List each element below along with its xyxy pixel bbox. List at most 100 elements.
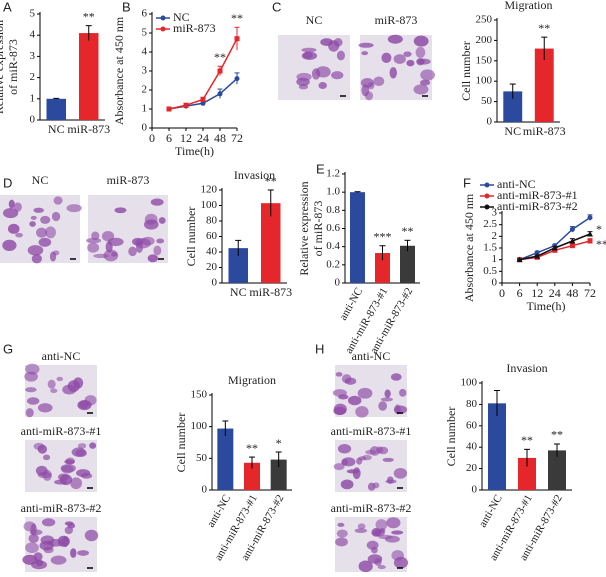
panel-letter: D [3, 175, 12, 190]
cell [303, 51, 313, 59]
cell [33, 207, 44, 213]
x-tick-label: 72 [231, 131, 243, 145]
y-tick-label: 2 [30, 71, 36, 83]
cell [54, 479, 67, 485]
cell [419, 79, 431, 86]
y-tick-label: 40 [206, 246, 218, 258]
y-tick-label: 0.2 [326, 258, 340, 270]
chart-title: Invasion [506, 361, 547, 375]
cell [91, 231, 100, 241]
panel-letter: G [3, 341, 13, 356]
cell [365, 449, 377, 455]
y-axis-label: Cell number [184, 207, 198, 267]
cell [77, 443, 87, 449]
x-tick-label: NC [48, 122, 65, 136]
x-tick-label: 48 [566, 286, 578, 300]
x-tick-label: 72 [584, 286, 596, 300]
image-label: NC [306, 13, 323, 27]
cell [358, 456, 367, 461]
image-label: NC [32, 173, 49, 187]
cell [31, 253, 42, 264]
image-label: anti-miR-873-#2 [21, 501, 102, 515]
y-tick-label: 0 [472, 484, 478, 496]
point [569, 226, 575, 232]
cell [150, 198, 164, 206]
cell [391, 550, 404, 561]
y-tick-label: 0.8 [326, 204, 340, 216]
cell [156, 238, 165, 244]
bar [350, 192, 365, 283]
cell [382, 457, 394, 462]
cell [70, 548, 77, 558]
cell [50, 388, 58, 394]
cell [135, 241, 144, 253]
chart-title: Migration [228, 373, 276, 387]
y-tick-label: 1 [30, 92, 36, 104]
x-tick-label: NC [504, 124, 521, 138]
cell [158, 217, 166, 224]
x-tick-label: miR-873 [249, 285, 292, 299]
point [569, 238, 576, 244]
y-tick-label: 200 [476, 34, 493, 46]
cell [387, 34, 403, 44]
panel-letter: H [315, 341, 324, 356]
y-tick-label: 100 [476, 75, 493, 87]
y-axis-label: Cell number [459, 41, 473, 101]
cell [153, 245, 162, 256]
cell [367, 482, 376, 491]
cell [103, 249, 119, 262]
y-axis-label: Relative expression [0, 20, 6, 114]
x-tick-label: miR-873 [67, 122, 110, 136]
legend-marker [484, 193, 490, 199]
annotation: ** [231, 11, 243, 25]
y-tick-label: 0 [212, 277, 218, 289]
annotation: ** [214, 50, 226, 64]
bar [217, 428, 234, 490]
cell [53, 196, 63, 205]
cell [25, 387, 37, 393]
y-axis-label: Absorbance at 450 nm [462, 193, 476, 302]
x-tick-label: 6 [517, 286, 523, 300]
annotation: ** [246, 441, 258, 455]
cell [338, 394, 349, 400]
cell [415, 46, 426, 58]
legend-label: miR-873 [173, 21, 216, 35]
y-tick-label: 250 [476, 14, 493, 26]
cell [141, 236, 155, 246]
cell [358, 560, 373, 573]
y-tick-label: 80 [466, 398, 478, 410]
x-tick-label: 48 [214, 131, 226, 145]
cell [89, 442, 97, 449]
cell [374, 558, 382, 566]
legend-label: NC [173, 10, 190, 24]
y-tick-label: 6 [142, 8, 148, 20]
point [234, 76, 240, 82]
point [534, 253, 541, 259]
panel-letter: F [463, 175, 471, 190]
cell [80, 472, 93, 479]
legend-label: anti-miR-873-#1 [497, 188, 578, 202]
y-tick-label: 20 [466, 462, 478, 474]
y-tick-label: 100 [461, 377, 478, 389]
panel-letter: C [272, 0, 281, 14]
cell [413, 84, 429, 95]
cell [393, 54, 406, 64]
cell [378, 446, 389, 455]
y-tick-label: 0.5 [483, 265, 497, 277]
cell [375, 519, 388, 531]
cell [373, 76, 385, 86]
y-tick-label: 0 [492, 277, 498, 289]
point [183, 102, 189, 108]
bar [46, 98, 66, 120]
y-tick-label: 100 [201, 199, 218, 211]
y-tick-label: 3 [30, 50, 36, 62]
point [200, 97, 206, 102]
x-tick-label: 12 [531, 286, 543, 300]
cell [403, 51, 412, 58]
cell [361, 51, 369, 56]
y-axis-label: of miR-873 [6, 39, 20, 95]
image-label: anti-NC [42, 349, 81, 363]
bar [79, 33, 99, 120]
cell [61, 464, 74, 474]
cell [399, 388, 407, 397]
